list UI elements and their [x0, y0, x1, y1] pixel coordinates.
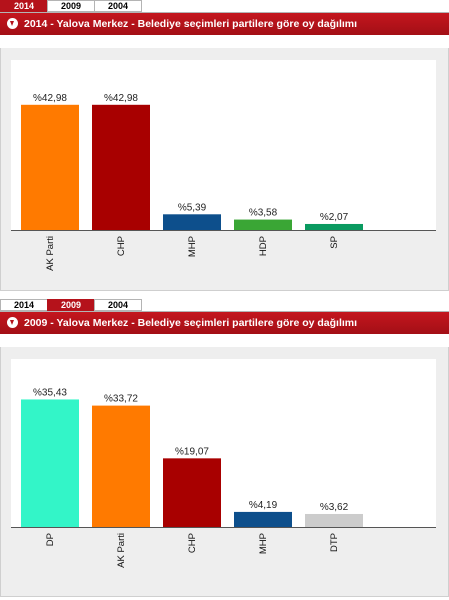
- category-label: DTP: [329, 533, 340, 552]
- bar-mhp[interactable]: [234, 511, 292, 527]
- category-label: AK Parti: [116, 533, 127, 568]
- bar-chp[interactable]: [92, 104, 150, 230]
- data-label: %4,19: [249, 500, 278, 511]
- data-label: %3,62: [320, 502, 349, 513]
- tab-2009[interactable]: 2009: [47, 299, 95, 311]
- bar-mhp[interactable]: [163, 214, 221, 230]
- bar-sp[interactable]: [305, 223, 363, 230]
- category-label: MHP: [258, 533, 269, 554]
- tab-2004[interactable]: 2004: [94, 299, 142, 311]
- arrow-down-icon[interactable]: [7, 317, 18, 328]
- chart-title: 2009 - Yalova Merkez - Belediye seçimler…: [24, 317, 358, 329]
- data-label: %42,98: [33, 93, 67, 104]
- chart-area: %42,98 AK Parti %42,98 CHP %5,39 MHP %3,58 HDP%…: [0, 48, 449, 291]
- data-label: %3,58: [249, 208, 278, 219]
- data-label: %35,43: [33, 387, 67, 398]
- bar-hdp[interactable]: [234, 219, 292, 230]
- data-label: %33,72: [104, 394, 138, 405]
- bar-chart-2009: %35,43 DP %33,72 AK Parti %19,07 CHP %4,19 MHP%…: [11, 359, 436, 568]
- year-tabs: 2014 2009 2004: [0, 299, 449, 312]
- chart-title-bar: 2009 - Yalova Merkez - Belediye seçimler…: [0, 312, 449, 334]
- bar-chart-2014: %42,98 AK Parti %42,98 CHP %5,39 MHP %3,58 HDP%…: [11, 60, 436, 271]
- category-label: HDP: [258, 236, 269, 256]
- category-label: CHP: [116, 236, 127, 256]
- bar-ak-parti[interactable]: [92, 405, 150, 527]
- bar-dp[interactable]: [21, 399, 79, 527]
- bar-dtp[interactable]: [305, 513, 363, 527]
- data-label: %2,07: [320, 212, 349, 223]
- category-label: MHP: [187, 236, 198, 257]
- results-panel-2014: 2014 2009 2004 2014 - Yalova Merkez - Be…: [0, 0, 449, 292]
- tab-2014[interactable]: 2014: [0, 299, 48, 311]
- category-label: CHP: [187, 533, 198, 553]
- chart-title-bar: 2014 - Yalova Merkez - Belediye seçimler…: [0, 13, 449, 35]
- data-label: %5,39: [178, 202, 207, 213]
- bar-chp[interactable]: [163, 458, 221, 527]
- plot-background: [11, 359, 436, 527]
- tab-2004[interactable]: 2004: [94, 0, 142, 12]
- plot-background: [11, 60, 436, 230]
- chart-area: %35,43 DP %33,72 AK Parti %19,07 CHP %4,19 MHP%…: [0, 347, 449, 597]
- arrow-down-icon[interactable]: [7, 18, 18, 29]
- bar-ak-parti[interactable]: [21, 104, 79, 230]
- category-label: SP: [329, 236, 340, 249]
- year-tabs: 2014 2009 2004: [0, 0, 449, 13]
- tab-2014[interactable]: 2014: [0, 0, 48, 12]
- category-label: DP: [45, 533, 56, 546]
- data-label: %42,98: [104, 93, 138, 104]
- data-label: %19,07: [175, 446, 209, 457]
- chart-title: 2014 - Yalova Merkez - Belediye seçimler…: [24, 18, 358, 30]
- results-panel-2009: 2014 2009 2004 2009 - Yalova Merkez - Be…: [0, 299, 449, 599]
- category-label: AK Parti: [45, 236, 56, 271]
- tab-2009[interactable]: 2009: [47, 0, 95, 12]
